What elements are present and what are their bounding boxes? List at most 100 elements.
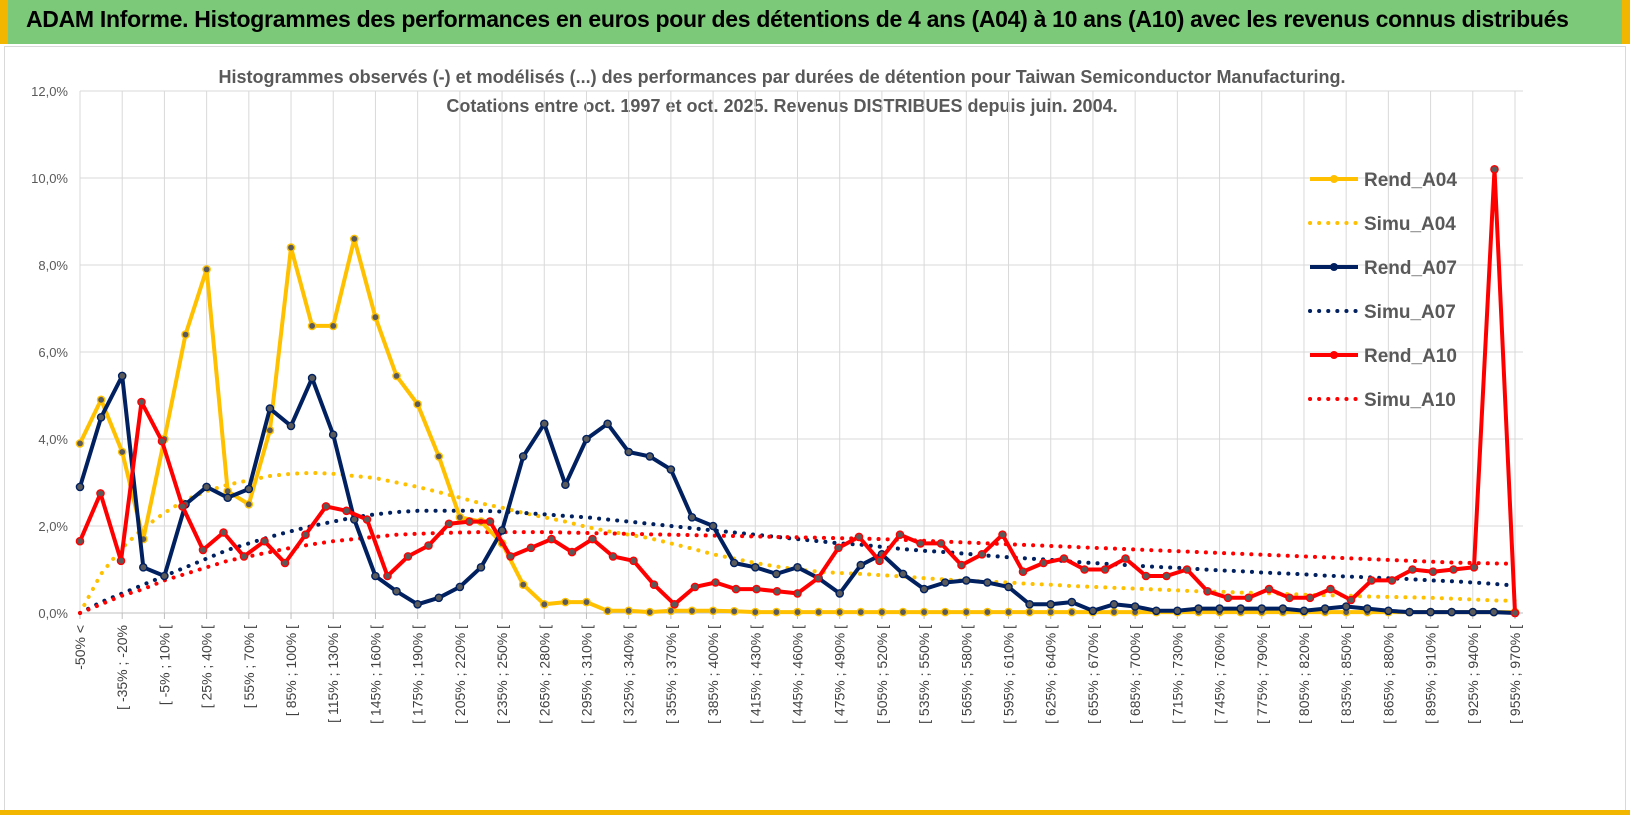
chart-svg: Histogrammes observés (-) et modélisés (… xyxy=(31,67,1523,724)
point-rend-a07 xyxy=(624,447,634,457)
point-rend-a04 xyxy=(328,321,338,331)
point-rend-a07 xyxy=(455,582,465,592)
point-rend-a07 xyxy=(708,521,718,531)
x-tick-label: [ 595% ; 610% [ xyxy=(1001,625,1017,724)
point-rend-a07 xyxy=(434,593,444,603)
point-rend-a04 xyxy=(413,399,422,409)
y-tick-label: 6,0% xyxy=(38,345,68,360)
point-rend-a04 xyxy=(117,447,127,457)
point-rend-a07 xyxy=(286,421,296,431)
point-rend-a07 xyxy=(751,563,760,572)
legend-item-rend-a10: Rend_A10 xyxy=(1310,346,1457,367)
point-rend-a04 xyxy=(751,607,760,617)
x-tick-label: [ 475% ; 490% [ xyxy=(832,625,848,724)
point-rend-a07 xyxy=(265,404,275,413)
point-rend-a04 xyxy=(349,234,359,244)
point-rend-a10 xyxy=(280,558,290,568)
legend-marker xyxy=(1330,351,1338,359)
point-rend-a07 xyxy=(1384,606,1393,616)
point-rend-a10 xyxy=(321,502,331,511)
point-rend-a10 xyxy=(1018,567,1028,577)
x-tick-label: [ 265% ; 280% [ xyxy=(536,625,552,724)
x-tick-label: [ 145% ; 160% [ xyxy=(367,625,383,724)
point-rend-a10 xyxy=(239,552,249,561)
x-tick-label: [ 835% ; 850% [ xyxy=(1338,625,1354,724)
y-tick-label: 2,0% xyxy=(38,519,68,534)
point-rend-a10 xyxy=(1100,565,1110,574)
x-tick-label: [ 895% ; 910% [ xyxy=(1423,625,1439,724)
point-rend-a10 xyxy=(342,506,351,516)
point-rend-a07 xyxy=(244,484,254,494)
chart-area: Histogrammes observés (-) et modélisés (… xyxy=(4,46,1626,812)
x-tick-label: [ -5% ; 10% [ xyxy=(156,625,172,705)
point-rend-a04 xyxy=(455,512,465,522)
legend-item-simu-a07: Simu_A07 xyxy=(1308,302,1456,323)
point-rend-a10 xyxy=(1141,571,1151,581)
point-rend-a07 xyxy=(1067,597,1077,607)
point-rend-a04 xyxy=(202,265,211,274)
point-rend-a04 xyxy=(518,580,528,590)
point-rend-a07 xyxy=(1320,604,1330,613)
point-rend-a10 xyxy=(1182,565,1192,574)
point-rend-a07 xyxy=(1130,602,1140,611)
point-rend-a10 xyxy=(444,519,454,529)
point-rend-a10 xyxy=(670,600,679,609)
point-rend-a04 xyxy=(75,439,85,448)
legend-label: Simu_A07 xyxy=(1364,302,1456,323)
point-rend-a07 xyxy=(328,430,338,440)
grid xyxy=(79,90,1523,614)
point-rend-a10 xyxy=(424,541,433,550)
point-rend-a04 xyxy=(371,312,380,322)
point-rend-a10 xyxy=(1326,584,1335,594)
point-rend-a07 xyxy=(1341,602,1351,611)
x-tick-label: [ 235% ; 250% [ xyxy=(494,625,510,724)
point-rend-a10 xyxy=(1080,565,1089,574)
point-rend-a07 xyxy=(919,584,929,594)
legend-marker xyxy=(1330,175,1338,183)
point-rend-a04 xyxy=(940,607,950,617)
point-rend-a04 xyxy=(983,607,992,617)
point-rend-a07 xyxy=(1447,607,1456,617)
point-rend-a10 xyxy=(526,543,536,553)
point-rend-a07 xyxy=(476,563,486,572)
point-rend-a10 xyxy=(1244,593,1253,603)
point-rend-a10 xyxy=(1039,558,1048,568)
point-rend-a07 xyxy=(413,600,422,609)
x-tick-label: [ 415% ; 430% [ xyxy=(747,625,763,724)
x-tick-label: [ 535% ; 550% [ xyxy=(916,625,932,724)
legend-item-simu-a04: Simu_A04 xyxy=(1308,214,1456,235)
point-rend-a04 xyxy=(645,607,655,617)
point-rend-a04 xyxy=(603,606,612,616)
point-rend-a10 xyxy=(711,578,720,587)
x-tick-label: [ 385% ; 400% [ xyxy=(705,625,721,724)
point-rend-a04 xyxy=(898,607,908,617)
y-tick-label: 10,0% xyxy=(31,171,68,186)
series-group xyxy=(75,165,1520,618)
point-rend-a07 xyxy=(117,371,127,381)
point-rend-a07 xyxy=(202,482,211,492)
point-rend-a04 xyxy=(181,330,190,339)
y-tick-label: 8,0% xyxy=(38,258,68,273)
point-rend-a07 xyxy=(223,493,232,503)
point-rend-a10 xyxy=(301,530,310,540)
point-rend-a07 xyxy=(687,512,697,522)
line-simu-a10 xyxy=(78,530,1517,615)
x-tick-label: [ 445% ; 460% [ xyxy=(790,625,806,724)
legend-label: Rend_A07 xyxy=(1364,258,1457,279)
point-rend-a07 xyxy=(1278,604,1288,613)
point-rend-a10 xyxy=(1264,584,1274,594)
legend-item-rend-a04: Rend_A04 xyxy=(1310,170,1457,191)
legend: Rend_A04 Simu_A04 Rend_A07 Simu_A07 Rend_A10… xyxy=(1308,170,1457,411)
legend-label: Simu_A04 xyxy=(1364,214,1456,235)
point-rend-a04 xyxy=(96,395,106,405)
point-rend-a10 xyxy=(137,397,146,407)
point-rend-a10 xyxy=(1305,593,1315,603)
legend-item-rend-a07: Rend_A07 xyxy=(1310,258,1457,279)
point-rend-a04 xyxy=(1025,607,1034,617)
point-rend-a10 xyxy=(1162,571,1171,581)
point-rend-a10 xyxy=(75,536,85,546)
point-rend-a07 xyxy=(75,482,85,492)
point-rend-a10 xyxy=(588,534,597,544)
point-rend-a07 xyxy=(666,465,676,474)
point-rend-a04 xyxy=(265,425,275,435)
